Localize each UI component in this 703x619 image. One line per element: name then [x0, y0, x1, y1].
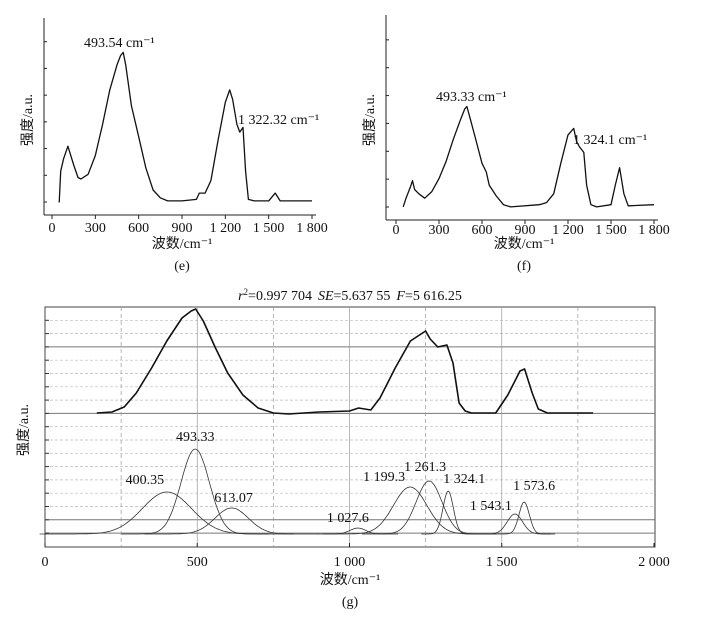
- annotation-e-peak1: 493.54 cm⁻¹: [84, 36, 155, 51]
- x-tick-label: 1 500: [595, 223, 627, 238]
- xlabel-f: 波数/cm⁻¹: [494, 236, 555, 252]
- component-label-493.33: 493.33: [176, 430, 215, 445]
- x-tick-label: 1 200: [210, 221, 242, 236]
- x-tick-label: 2 000: [638, 555, 670, 570]
- f-value: =5 616.25: [405, 289, 462, 304]
- ylabel-g: 强度/a.u.: [16, 404, 32, 456]
- panel-e: 493.54 cm⁻¹ 1 322.32 cm⁻¹ 强度/a.u. 波数/cm⁻…: [20, 18, 328, 274]
- component-label-1027.6: 1 027.6: [327, 511, 369, 526]
- x-tick-label: 1 500: [253, 221, 285, 236]
- se-label: SE: [318, 289, 334, 304]
- x-tick-label: 500: [187, 555, 208, 570]
- component-label-1261.3: 1 261.3: [404, 460, 446, 475]
- component-peak-613.07: [144, 507, 319, 535]
- xlabel-e: 波数/cm⁻¹: [152, 236, 213, 252]
- x-tick-label: 300: [85, 221, 106, 236]
- se-value: =5.637 55: [334, 289, 391, 304]
- title-g: r2=0.997 704 SE=5.637 55 F=5 616.25: [238, 287, 462, 304]
- component-label-1324.1: 1 324.1: [443, 472, 485, 487]
- annotation-e-peak2: 1 322.32 cm⁻¹: [238, 113, 319, 128]
- panel-g: r2=0.997 704 SE=5.637 55 F=5 616.25 强度/a.u…: [16, 287, 670, 610]
- component-peak-1324.1: [421, 490, 475, 535]
- x-tick-label: 0: [49, 221, 56, 236]
- x-tick-label: 600: [128, 221, 149, 236]
- component-label-400.35: 400.35: [126, 473, 165, 488]
- x-tick-label: 1 200: [552, 223, 584, 238]
- spectrum-line-e: [58, 51, 312, 203]
- component-label-1543.1: 1 543.1: [470, 499, 512, 514]
- component-label-613.07: 613.07: [214, 491, 253, 506]
- ylabel-e: 强度/a.u.: [20, 94, 36, 146]
- x-tick-label: 0: [42, 555, 49, 570]
- x-tick-label: 1 500: [486, 555, 518, 570]
- r2-value: =0.997 704: [248, 289, 312, 304]
- ylabel-f: 强度/a.u.: [362, 94, 378, 146]
- r2-sup: 2: [244, 287, 249, 297]
- x-tick-label: 1 800: [296, 221, 328, 236]
- xlabel-g: 波数/cm⁻¹: [320, 572, 381, 588]
- component-peak-400.35: [39, 491, 295, 535]
- measured-spectrum-line: [96, 308, 594, 415]
- panel-f: 493.33 cm⁻¹ 1 324.1 cm⁻¹ 强度/a.u. 波数/cm⁻¹…: [362, 15, 670, 274]
- component-peak-1573.6: [497, 501, 551, 535]
- annotation-f-peak2: 1 324.1 cm⁻¹: [573, 133, 647, 148]
- x-tick-label: 0: [393, 223, 400, 238]
- x-tick-label: 1 000: [334, 555, 366, 570]
- panel-label-g: (g): [342, 595, 359, 610]
- x-tick-label: 300: [429, 223, 450, 238]
- panel-label-e: (e): [174, 259, 190, 274]
- annotation-f-peak1: 493.33 cm⁻¹: [436, 90, 507, 105]
- panel-label-f: (f): [517, 259, 531, 274]
- x-tick-label: 900: [172, 221, 193, 236]
- component-peak-1543.1: [474, 513, 556, 535]
- component-label-1573.6: 1 573.6: [513, 479, 555, 494]
- r2-label: r: [238, 289, 244, 304]
- x-tick-label: 600: [472, 223, 493, 238]
- f-label: F: [395, 289, 405, 304]
- component-label-1199.3: 1 199.3: [363, 470, 405, 485]
- spectrum-line-f: [402, 105, 655, 208]
- x-tick-label: 1 800: [638, 223, 670, 238]
- x-tick-label: 900: [515, 223, 536, 238]
